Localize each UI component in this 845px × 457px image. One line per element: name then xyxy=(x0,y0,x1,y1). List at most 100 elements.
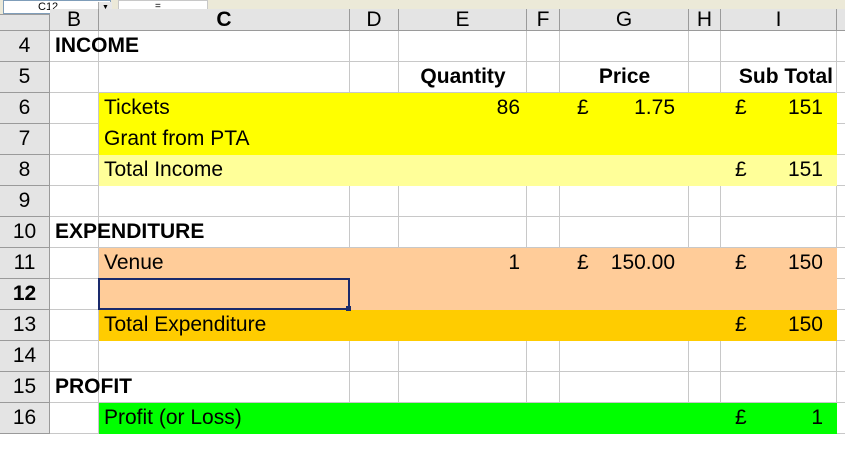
cell-i10[interactable] xyxy=(721,217,837,248)
cell-f14[interactable] xyxy=(527,341,560,372)
cell-filler-14 xyxy=(837,341,845,372)
cell-b4[interactable] xyxy=(50,31,99,62)
cell-filler-6 xyxy=(837,93,845,124)
cell-i5[interactable] xyxy=(721,62,837,93)
cell-c4[interactable] xyxy=(99,31,350,62)
row-header-15[interactable]: 15 xyxy=(0,372,50,403)
cell-h5[interactable] xyxy=(689,62,721,93)
cell-b13[interactable] xyxy=(50,310,99,341)
cell-d15[interactable] xyxy=(350,372,399,403)
cell-h15[interactable] xyxy=(689,372,721,403)
cell-d14[interactable] xyxy=(350,341,399,372)
cell-e5[interactable] xyxy=(399,62,527,93)
cell-i9[interactable] xyxy=(721,186,837,217)
value-venue-price: 150.00 xyxy=(610,251,675,274)
cell-b10[interactable] xyxy=(50,217,99,248)
cell-c15[interactable] xyxy=(99,372,350,403)
cell-e9[interactable] xyxy=(399,186,527,217)
row-header-7[interactable]: 7 xyxy=(0,124,50,155)
header-quantity: Quantity xyxy=(420,65,506,88)
cell-e14[interactable] xyxy=(399,341,527,372)
row-header-16[interactable]: 16 xyxy=(0,403,50,434)
row-header-5[interactable]: 5 xyxy=(0,62,50,93)
column-header-i[interactable]: I xyxy=(721,9,837,31)
cell-g5[interactable] xyxy=(560,62,689,93)
column-header-d[interactable]: D xyxy=(350,9,399,31)
cell-i4[interactable] xyxy=(721,31,837,62)
value-tickets-qty: 86 xyxy=(496,96,520,119)
currency-venue-sub: £ xyxy=(735,251,747,274)
header-sub-total: Sub Total xyxy=(738,65,833,88)
cell-d9[interactable] xyxy=(350,186,399,217)
column-header-g[interactable]: G xyxy=(560,9,689,31)
value-tickets-price: 1.75 xyxy=(634,96,675,119)
select-all-corner[interactable] xyxy=(0,15,50,31)
value-venue-sub: 150 xyxy=(787,251,823,274)
row-header-4[interactable]: 4 xyxy=(0,31,50,62)
row-header-11[interactable]: 11 xyxy=(0,248,50,279)
label-grant: Grant from PTA xyxy=(104,127,250,150)
row-header-14[interactable]: 14 xyxy=(0,341,50,372)
cell-c14[interactable] xyxy=(99,341,350,372)
cell-g15[interactable] xyxy=(560,372,689,403)
cell-d5[interactable] xyxy=(350,62,399,93)
row-header-6[interactable]: 6 xyxy=(0,93,50,124)
row-header-13[interactable]: 13 xyxy=(0,310,50,341)
cell-b6[interactable] xyxy=(50,93,99,124)
currency-tickets-price: £ xyxy=(577,96,589,119)
cell-g10[interactable] xyxy=(560,217,689,248)
cell-h4[interactable] xyxy=(689,31,721,62)
cell-e4[interactable] xyxy=(399,31,527,62)
cell-f5[interactable] xyxy=(527,62,560,93)
cell-b11[interactable] xyxy=(50,248,99,279)
band-total-income xyxy=(99,155,837,186)
cell-g4[interactable] xyxy=(560,31,689,62)
cell-b8[interactable] xyxy=(50,155,99,186)
column-header-h[interactable]: H xyxy=(689,9,721,31)
column-header-filler xyxy=(837,9,845,31)
cell-b14[interactable] xyxy=(50,341,99,372)
cell-i14[interactable] xyxy=(721,341,837,372)
cell-b15[interactable] xyxy=(50,372,99,403)
band-total-exp xyxy=(99,310,837,341)
column-header-e[interactable]: E xyxy=(399,9,527,31)
band-grant xyxy=(99,124,837,155)
row-header-12[interactable]: 12 xyxy=(0,279,50,310)
equals-sign: = xyxy=(155,1,161,12)
cell-g9[interactable] xyxy=(560,186,689,217)
cell-i15[interactable] xyxy=(721,372,837,403)
cell-b7[interactable] xyxy=(50,124,99,155)
row-header-9[interactable]: 9 xyxy=(0,186,50,217)
cell-f9[interactable] xyxy=(527,186,560,217)
cell-d4[interactable] xyxy=(350,31,399,62)
cell-f15[interactable] xyxy=(527,372,560,403)
cell-filler-4 xyxy=(837,31,845,62)
cell-b5[interactable] xyxy=(50,62,99,93)
cell-c10[interactable] xyxy=(99,217,350,248)
cell-b9[interactable] xyxy=(50,186,99,217)
cell-e15[interactable] xyxy=(399,372,527,403)
cell-filler-5 xyxy=(837,62,845,93)
column-header-f[interactable]: F xyxy=(527,9,560,31)
cell-c9[interactable] xyxy=(99,186,350,217)
cell-d10[interactable] xyxy=(350,217,399,248)
cell-h10[interactable] xyxy=(689,217,721,248)
cell-h9[interactable] xyxy=(689,186,721,217)
row-header-8[interactable]: 8 xyxy=(0,155,50,186)
cell-filler-11 xyxy=(837,248,845,279)
cell-b16[interactable] xyxy=(50,403,99,434)
row-header-10[interactable]: 10 xyxy=(0,217,50,248)
column-header-c[interactable]: C xyxy=(99,9,350,31)
currency-total-income: £ xyxy=(735,158,747,181)
currency-tickets-sub: £ xyxy=(735,96,747,119)
cell-c5[interactable] xyxy=(99,62,350,93)
label-tickets: Tickets xyxy=(104,96,170,119)
cell-h14[interactable] xyxy=(689,341,721,372)
cell-f4[interactable] xyxy=(527,31,560,62)
cell-e10[interactable] xyxy=(399,217,527,248)
cell-f10[interactable] xyxy=(527,217,560,248)
cell-b12[interactable] xyxy=(50,279,99,310)
column-header-b[interactable]: B xyxy=(50,9,99,31)
cell-g14[interactable] xyxy=(560,341,689,372)
cell-filler-8 xyxy=(837,155,845,186)
